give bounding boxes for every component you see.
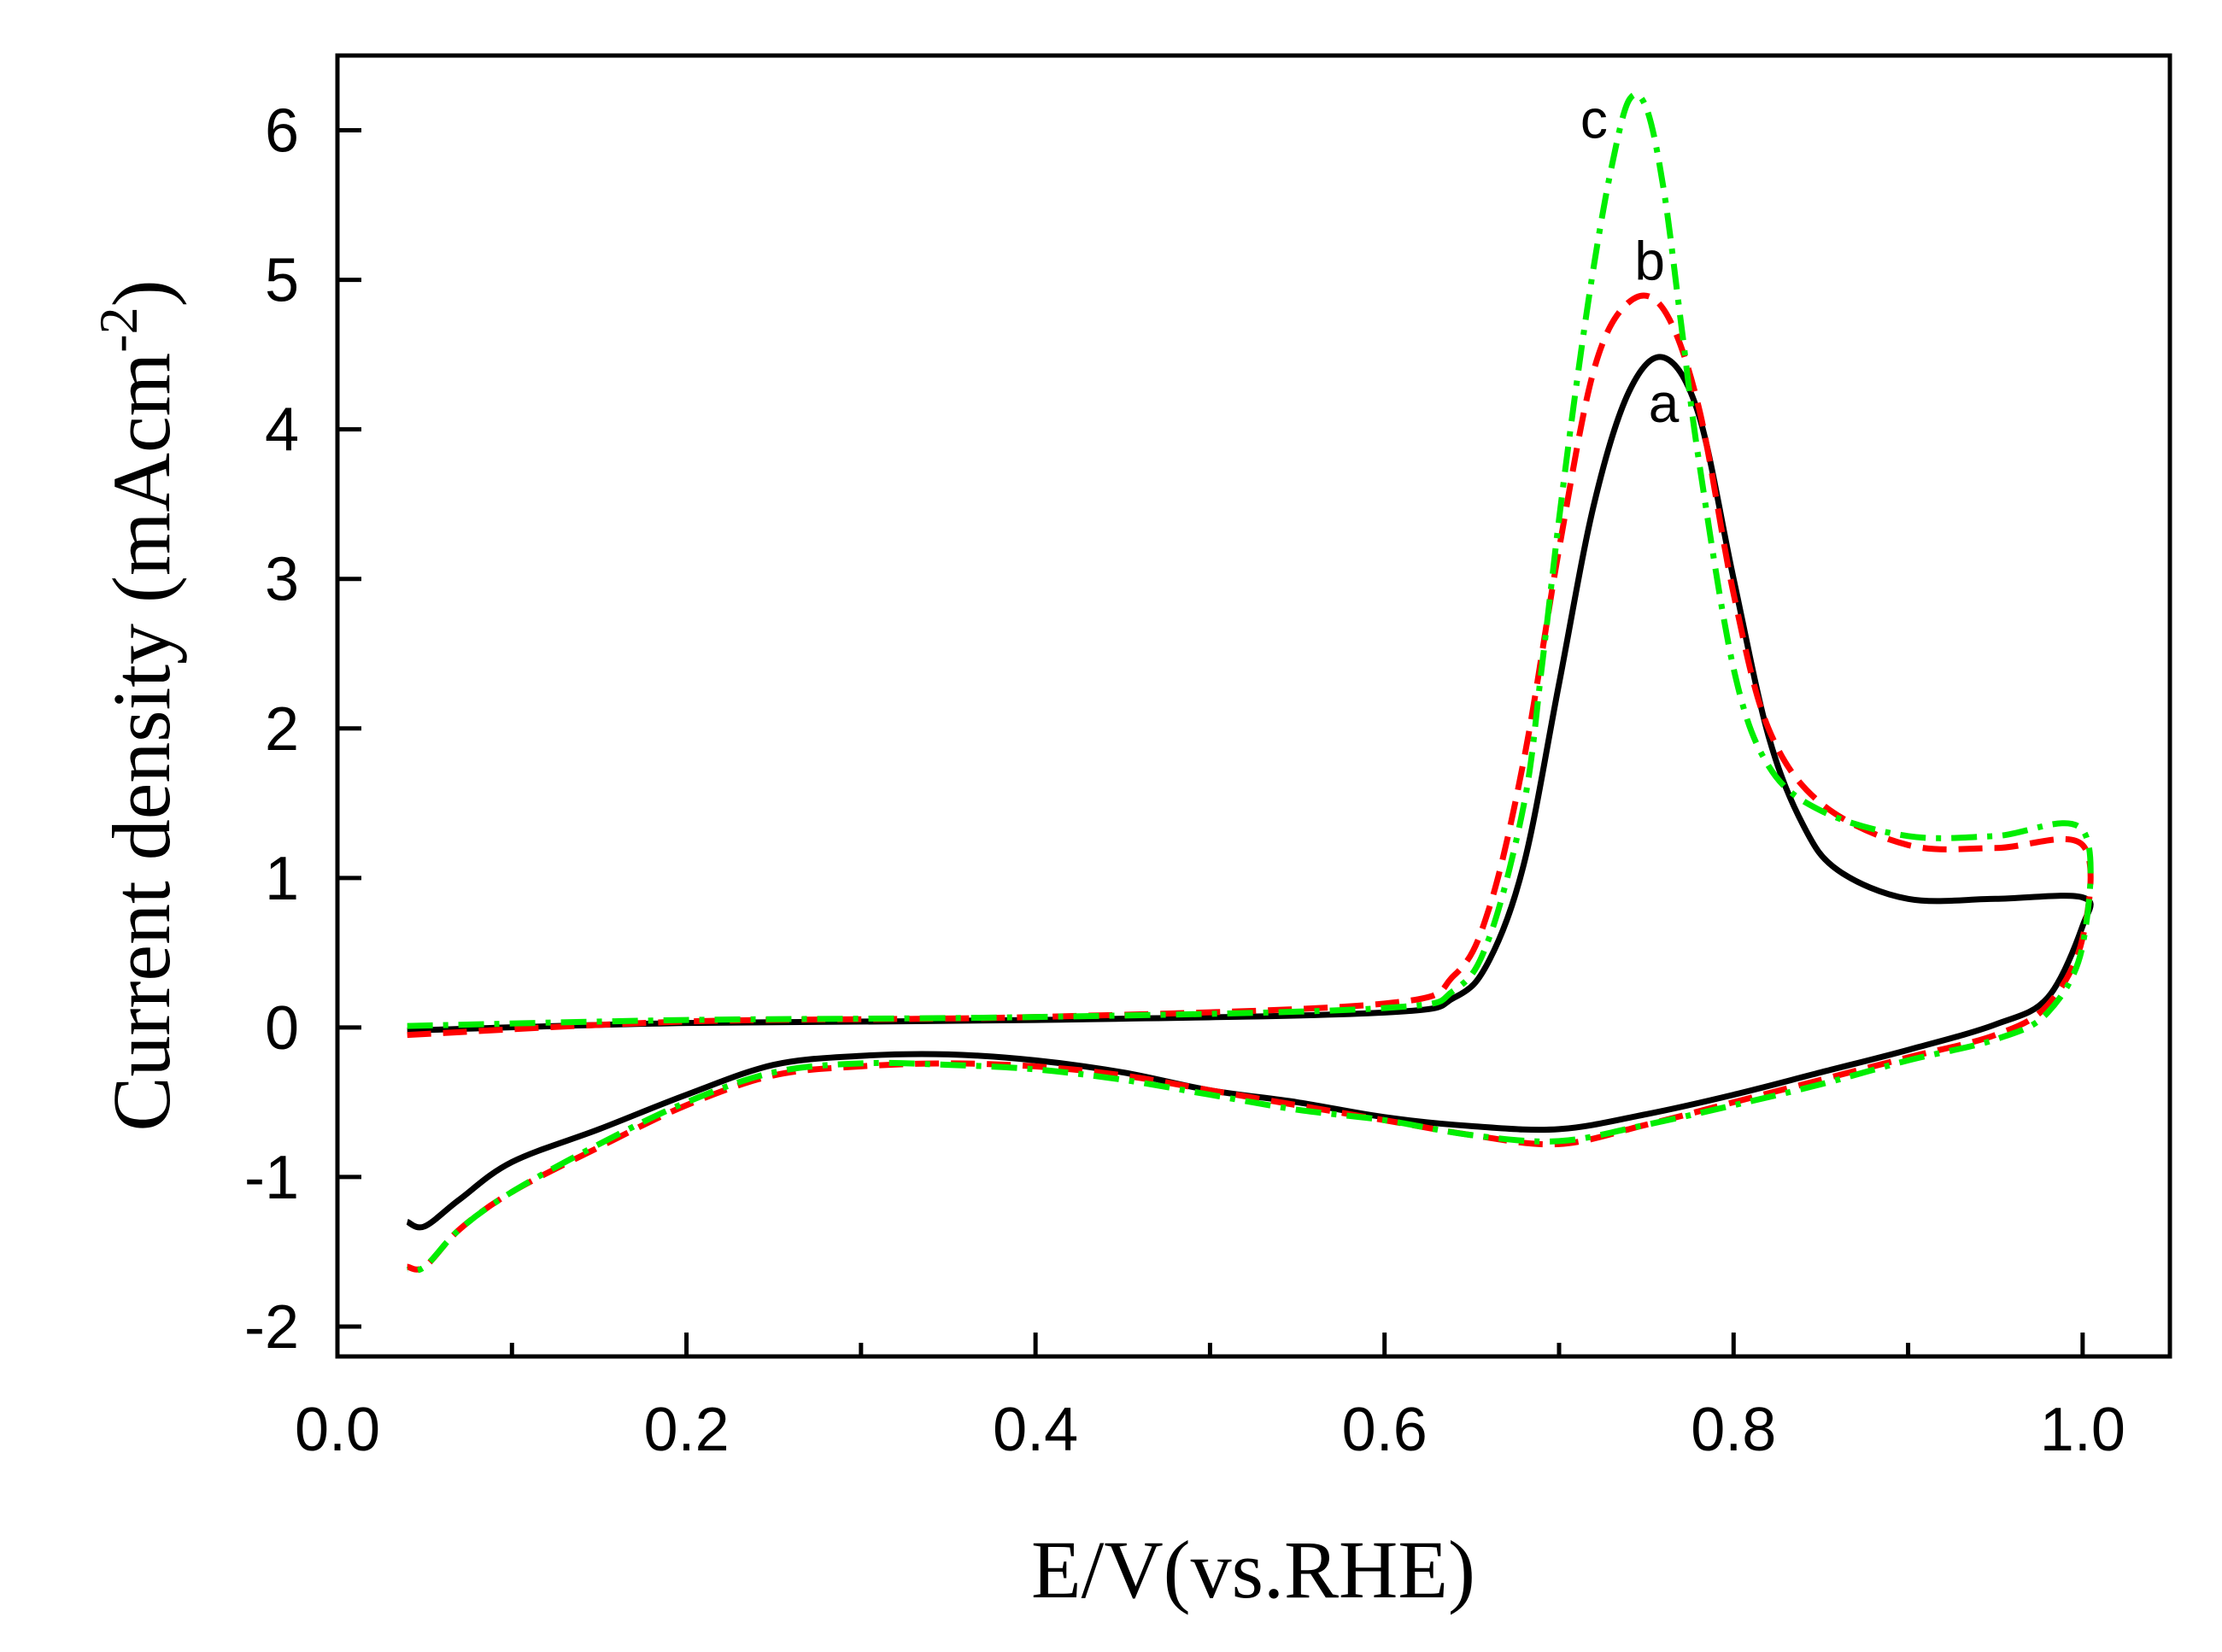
y-tick-label: -2 (244, 1293, 299, 1362)
y-axis-title-sup: -2 (88, 307, 149, 352)
y-tick-label: 6 (265, 97, 299, 166)
series-line-b (406, 292, 2094, 1273)
x-tick-label: 0.2 (644, 1396, 730, 1464)
y-tick-label: 2 (265, 695, 299, 764)
series-label-c: c (1580, 88, 1608, 149)
x-tick-label: 0.6 (1342, 1396, 1428, 1464)
x-axis-title: E/V(vs.RHE) (1031, 1524, 1475, 1615)
series-labels: a b c (1580, 88, 1680, 434)
series-label-b: b (1634, 231, 1665, 292)
x-axis: 0.0 0.2 0.4 0.6 0.8 1.0 (295, 1333, 2125, 1464)
y-tick-label: 4 (265, 396, 299, 465)
x-tick-label: 0.8 (1691, 1396, 1776, 1464)
y-axis-title-close: ) (96, 279, 187, 307)
y-axis: -2 -1 0 1 2 3 4 5 6 (244, 97, 361, 1362)
plot-frame (335, 53, 2172, 1359)
y-tick-label: 5 (265, 247, 299, 315)
series-label-a: a (1649, 372, 1680, 434)
y-axis-title-main: Current density (mAcm (96, 353, 187, 1132)
y-axis-title: Current density (mAcm-2) (88, 279, 187, 1131)
x-tick-label: 0.4 (993, 1396, 1078, 1464)
x-tick-label: 1.0 (2040, 1396, 2125, 1464)
y-tick-label: 3 (265, 546, 299, 614)
y-tick-label: -1 (244, 1144, 299, 1212)
series-line-c (407, 91, 2094, 1274)
x-tick-label: 0.0 (295, 1396, 380, 1464)
y-tick-label: 0 (265, 994, 299, 1063)
series-layer (406, 91, 2094, 1274)
y-tick-label: 1 (265, 845, 299, 913)
